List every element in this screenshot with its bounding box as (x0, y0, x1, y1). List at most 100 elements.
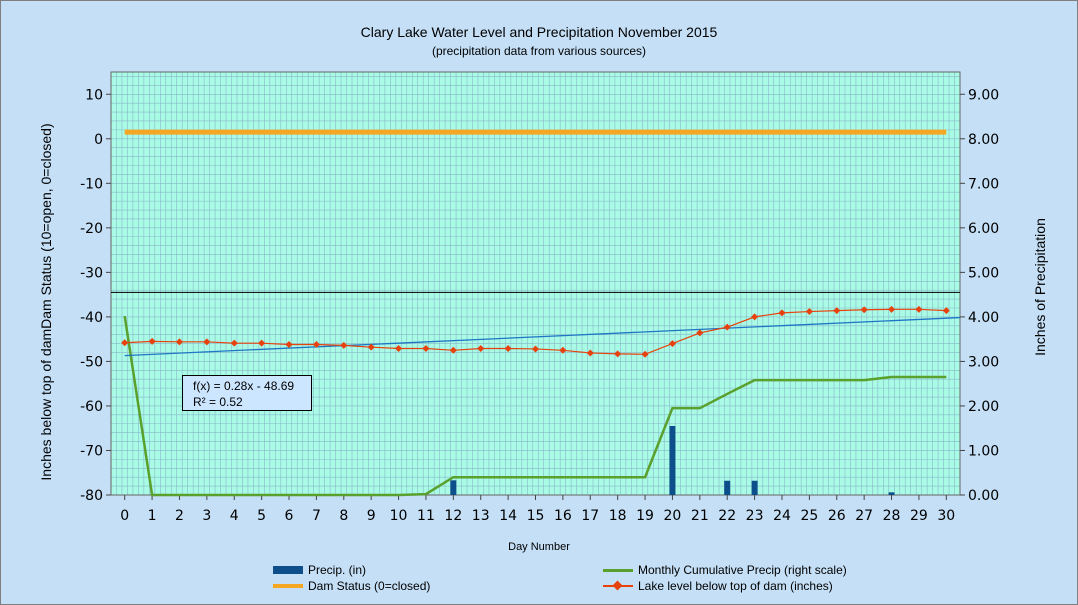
y-left-tick-label: -80 (80, 488, 103, 504)
legend-cumulative-label[interactable]: Monthly Cumulative Precip (right scale) (638, 563, 847, 577)
lake-level-point (258, 339, 266, 347)
lake-level-point (203, 338, 211, 346)
lake-level-point (422, 345, 430, 353)
x-tick-label: 24 (773, 508, 791, 524)
x-tick-label: 5 (257, 508, 266, 524)
precip-bar (450, 480, 457, 495)
trendline-label: f(x) = 0.28x - 48.69 R² = 0.52 (182, 375, 312, 411)
lake-level-point (504, 345, 512, 353)
y-right-tick-label: 1.00 (968, 443, 999, 459)
x-tick-label: 10 (390, 508, 408, 524)
x-tick-label: 23 (746, 508, 764, 524)
lake-level-point (230, 339, 238, 347)
x-tick-label: 15 (527, 508, 545, 524)
y-left-tick-label: -30 (80, 265, 103, 281)
y-right-tick-label: 9.00 (968, 87, 999, 103)
grid-lines (110, 72, 961, 496)
x-tick-label: 14 (499, 508, 517, 524)
x-tick-label: 11 (417, 508, 435, 524)
lake-level-point (121, 339, 129, 347)
lake-level-point (860, 306, 868, 314)
y-left-tick-label: -10 (80, 176, 103, 192)
y-right-tick-label: 7.00 (968, 176, 999, 192)
y-left-tick-label: -70 (80, 443, 103, 459)
lake-level-point (751, 313, 759, 321)
x-tick-label: 1 (148, 508, 157, 524)
lake-level-point (532, 345, 539, 353)
lake-level-point (723, 323, 731, 331)
y-right-tick-label: 6.00 (968, 221, 999, 237)
legend-dam-label[interactable]: Dam Status (0=closed) (308, 579, 431, 593)
legend-precip-label[interactable]: Precip. (in) (308, 563, 367, 577)
lake-level-point (778, 309, 786, 317)
lake-level-point (175, 338, 183, 346)
x-tick-label: 8 (339, 508, 348, 524)
y-right-tick-label: 4.00 (968, 310, 999, 326)
x-tick-label: 21 (691, 508, 709, 524)
y-right-tick-label: 8.00 (968, 132, 999, 148)
legend-lake-label[interactable]: Lake level below top of dam (inches) (638, 579, 833, 593)
x-axis-label: Day Number (508, 541, 570, 553)
cumulative-precip-line (123, 315, 947, 497)
x-tick-label: 29 (910, 508, 928, 524)
x-tick-label: 26 (828, 508, 846, 524)
y-right-tick-label: 3.00 (968, 354, 999, 370)
lake-level-point (477, 345, 485, 353)
y-left-tick-label: 10 (85, 87, 103, 103)
x-tick-label: 4 (230, 508, 239, 524)
precip-bar (724, 480, 731, 495)
trendline-r2: R² = 0.52 (193, 395, 243, 409)
lake-level-point (805, 308, 813, 316)
x-tick-label: 7 (312, 508, 321, 524)
lake-level-point (395, 345, 403, 353)
y-left-tick-label: 0 (94, 132, 103, 148)
x-tick-label: 19 (636, 508, 654, 524)
lake-level-point (833, 307, 841, 315)
trendline-equation: f(x) = 0.28x - 48.69 (193, 379, 295, 393)
precip-bar (751, 480, 758, 495)
lake-level-point (696, 329, 704, 337)
lake-level-point (915, 305, 923, 313)
x-tick-label: 9 (367, 508, 376, 524)
x-tick-label: 20 (664, 508, 682, 524)
lake-level-point (285, 341, 293, 349)
y-right-tick-label: 2.00 (968, 399, 999, 415)
lake-level-point (614, 350, 622, 358)
lake-level-point (888, 305, 896, 313)
lake-level-point (367, 343, 375, 351)
x-tick-label: 25 (800, 508, 818, 524)
trend-line (124, 316, 961, 357)
precip-bar (669, 425, 676, 495)
plot-background (111, 72, 960, 495)
precip-bar (888, 492, 895, 495)
x-tick-label: 22 (718, 508, 736, 524)
y-left-tick-label: -50 (80, 354, 103, 370)
chart-subtitle: (precipitation data from various sources… (431, 44, 647, 58)
y-left-tick-label: -60 (80, 399, 103, 415)
x-tick-label: 13 (472, 508, 490, 524)
x-tick-label: 12 (444, 508, 462, 524)
lake-level-point (559, 346, 567, 354)
x-tick-label: 18 (609, 508, 627, 524)
y-left-tick-label: -40 (80, 310, 103, 326)
x-tick-label: 6 (285, 508, 294, 524)
x-tick-label: 28 (883, 508, 901, 524)
lake-level-point (641, 350, 649, 358)
lake-level-point (942, 307, 950, 315)
lake-level-point (340, 341, 348, 349)
lake-level-point (668, 340, 676, 348)
lake-level-point (449, 346, 457, 354)
lake-level-point (586, 349, 594, 357)
x-tick-label: 27 (855, 508, 873, 524)
chart-title: Clary Lake Water Level and Precipitation… (360, 24, 718, 40)
y-left-tick-label: -20 (80, 221, 103, 237)
y-right-tick-label: 0.00 (968, 488, 999, 504)
x-tick-label: 17 (581, 508, 599, 524)
x-tick-label: 0 (120, 508, 129, 524)
y-right-tick-label: 5.00 (968, 265, 999, 281)
x-tick-label: 2 (175, 508, 184, 524)
x-tick-label: 30 (937, 508, 955, 524)
x-tick-label: 3 (202, 508, 211, 524)
x-tick-label: 16 (554, 508, 572, 524)
